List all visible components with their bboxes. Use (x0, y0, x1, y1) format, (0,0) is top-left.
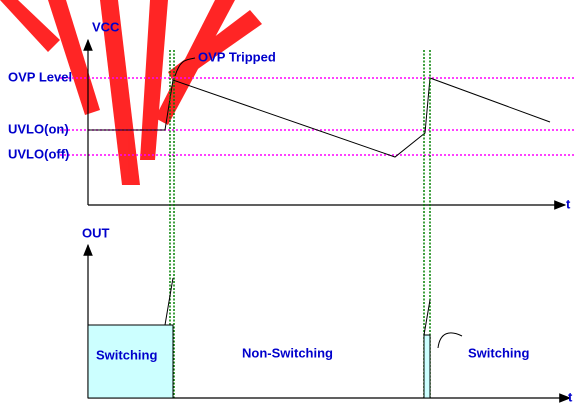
region-label: Non-Switching (242, 345, 333, 360)
out-rise (164, 277, 174, 326)
leader (437, 332, 463, 349)
level-label: UVLO(off) (8, 146, 69, 161)
vcc-label: VCC (92, 19, 120, 34)
out-label: OUT (82, 225, 110, 240)
annotation: OVP Tripped (198, 49, 276, 64)
region-label: Switching (468, 345, 529, 360)
switching-box (87, 324, 174, 399)
time-label: t (566, 196, 571, 211)
time-label: t (568, 389, 573, 404)
out-rise (423, 299, 431, 336)
region-label: Switching (96, 347, 157, 362)
level-label: OVP Level (8, 69, 72, 84)
switching-box (423, 334, 431, 399)
level-label: UVLO(on) (8, 121, 69, 136)
leader (174, 57, 196, 77)
watermark (0, 0, 262, 185)
